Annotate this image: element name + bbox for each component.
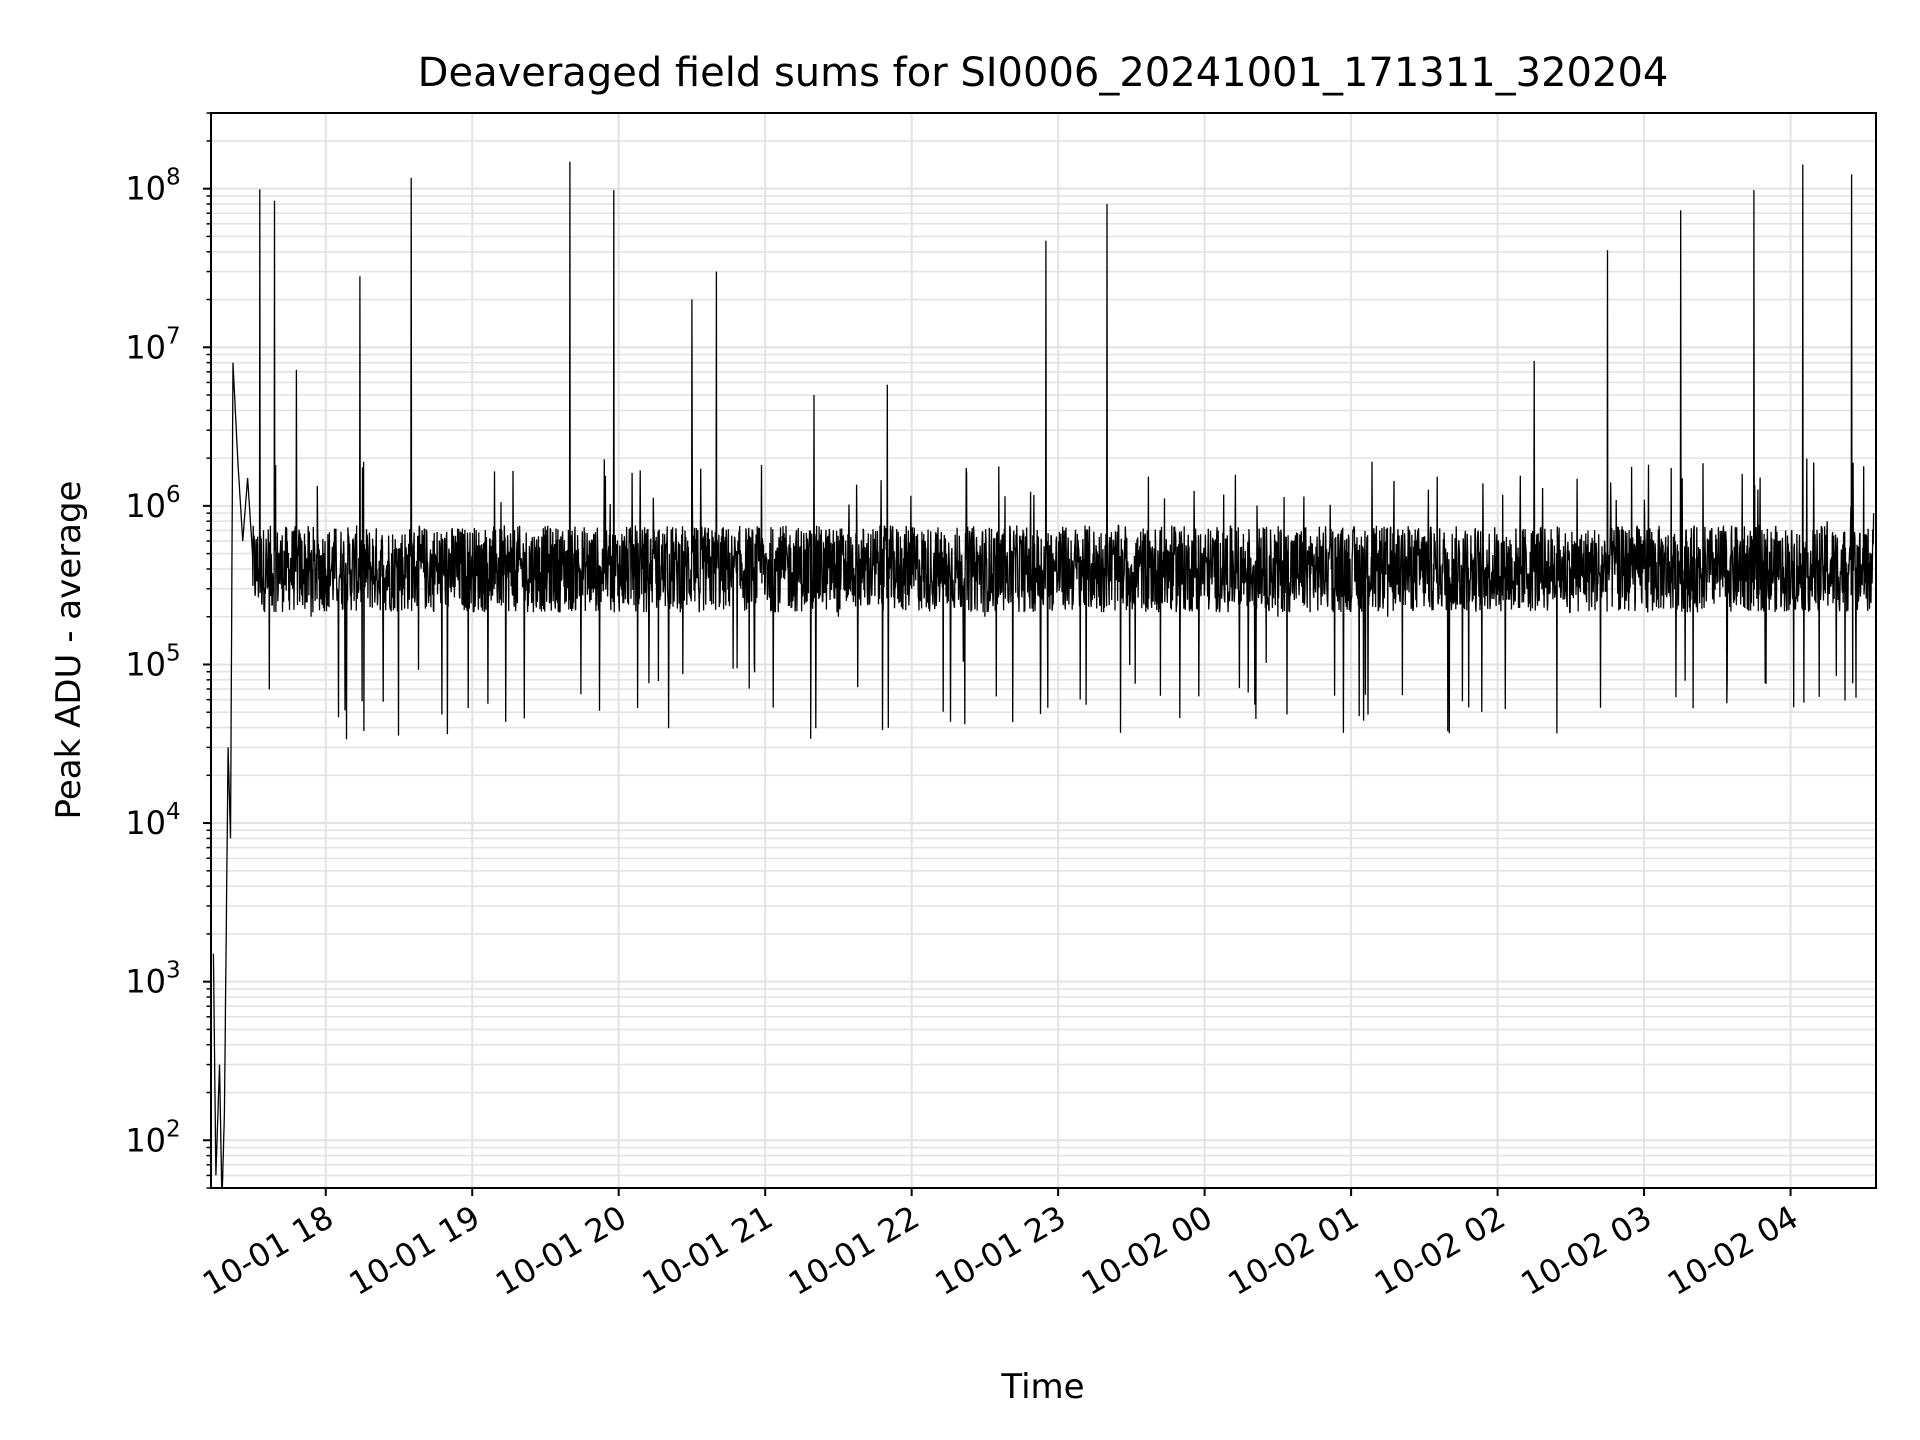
y-tick-base: 10 — [125, 645, 166, 683]
y-tick-base: 10 — [125, 1121, 166, 1159]
chart-title: Deaveraged field sums for SI0006_2024100… — [418, 50, 1669, 96]
y-tick-label: 107 — [125, 323, 180, 366]
x-grid — [324, 113, 1792, 1188]
y-tick-base: 10 — [125, 963, 166, 1001]
y-tick-base: 10 — [125, 328, 166, 366]
y-tick-exponent: 6 — [166, 482, 181, 508]
y-tick-exponent: 4 — [166, 799, 181, 825]
y-tick-label: 106 — [125, 482, 180, 525]
y-axis-label: Peak ADU - average — [49, 481, 89, 820]
y-tick-exponent: 8 — [166, 165, 181, 191]
y-tick-exponent: 7 — [166, 323, 181, 349]
y-tick-label: 103 — [125, 958, 180, 1001]
y-tick-base: 10 — [125, 487, 166, 525]
y-tick-base: 10 — [125, 804, 166, 842]
plot-frame — [210, 112, 1877, 1189]
y-tick-exponent: 5 — [166, 640, 181, 666]
y-tick-base: 10 — [125, 170, 166, 208]
y-tick-label: 102 — [125, 1116, 180, 1159]
x-axis-label: Time — [1000, 1367, 1084, 1407]
y-tick-label: 104 — [125, 799, 180, 842]
y-tick-exponent: 3 — [166, 958, 181, 984]
series-layer — [212, 161, 1875, 1189]
series-line — [212, 161, 1875, 1188]
y-tick-label: 105 — [125, 640, 180, 683]
y-tick-exponent: 2 — [166, 1116, 181, 1142]
y-tick-label: 108 — [125, 165, 180, 208]
